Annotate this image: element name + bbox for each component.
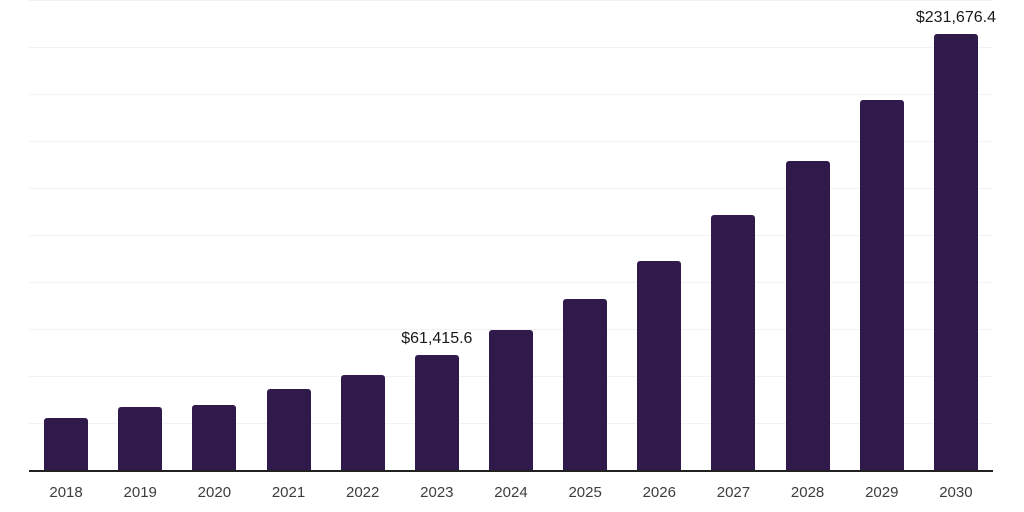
bar-2021: [266, 389, 311, 470]
bar-2029: [859, 99, 904, 470]
gridline: [29, 188, 993, 189]
gridline: [29, 235, 993, 236]
bar-2022: [340, 375, 385, 470]
bar-2019: [118, 407, 163, 470]
gridline: [29, 47, 993, 48]
bar-2024: [489, 329, 533, 470]
bar-2027: [711, 214, 756, 470]
x-tick-label-2019: 2019: [123, 484, 157, 501]
x-tick-label-2029: 2029: [865, 484, 899, 501]
bar-2025: [563, 298, 608, 470]
plot-area: $61,415.6 $231,676.4: [29, 0, 996, 472]
gridline: [29, 141, 993, 142]
x-tick-label-2024: 2024: [494, 484, 528, 501]
x-axis-line: [29, 470, 993, 472]
gridline: [29, 329, 993, 330]
x-tick-label-2023: 2023: [420, 484, 454, 501]
data-label-2030: $231,676.4: [915, 9, 996, 27]
bar-2028: [785, 160, 830, 470]
x-tick-label-2028: 2028: [790, 484, 825, 501]
gridline: [29, 282, 993, 283]
x-tick-label-2022: 2022: [345, 484, 380, 501]
x-tick-label-2018: 2018: [49, 484, 83, 501]
bar-2023: [414, 354, 459, 470]
x-tick-label-2021: 2021: [271, 484, 306, 501]
x-tick-label-2020: 2020: [197, 484, 232, 501]
x-tick-label-2025: 2025: [568, 484, 602, 501]
bar-2018: [44, 417, 89, 470]
data-label-2023: $61,415.6: [401, 329, 473, 347]
x-axis: 2018 2019 2020 2021 2022 2023 2024 2025 2026 2027…: [29, 483, 993, 505]
x-tick-label-2030: 2030: [939, 484, 973, 501]
bar-2030: [933, 34, 978, 470]
gridline: [29, 0, 993, 1]
bar-2020: [192, 405, 237, 470]
gridline: [29, 94, 993, 95]
x-tick-label-2027: 2027: [716, 484, 751, 501]
x-tick-label-2026: 2026: [642, 484, 676, 501]
bar-2026: [637, 260, 682, 470]
